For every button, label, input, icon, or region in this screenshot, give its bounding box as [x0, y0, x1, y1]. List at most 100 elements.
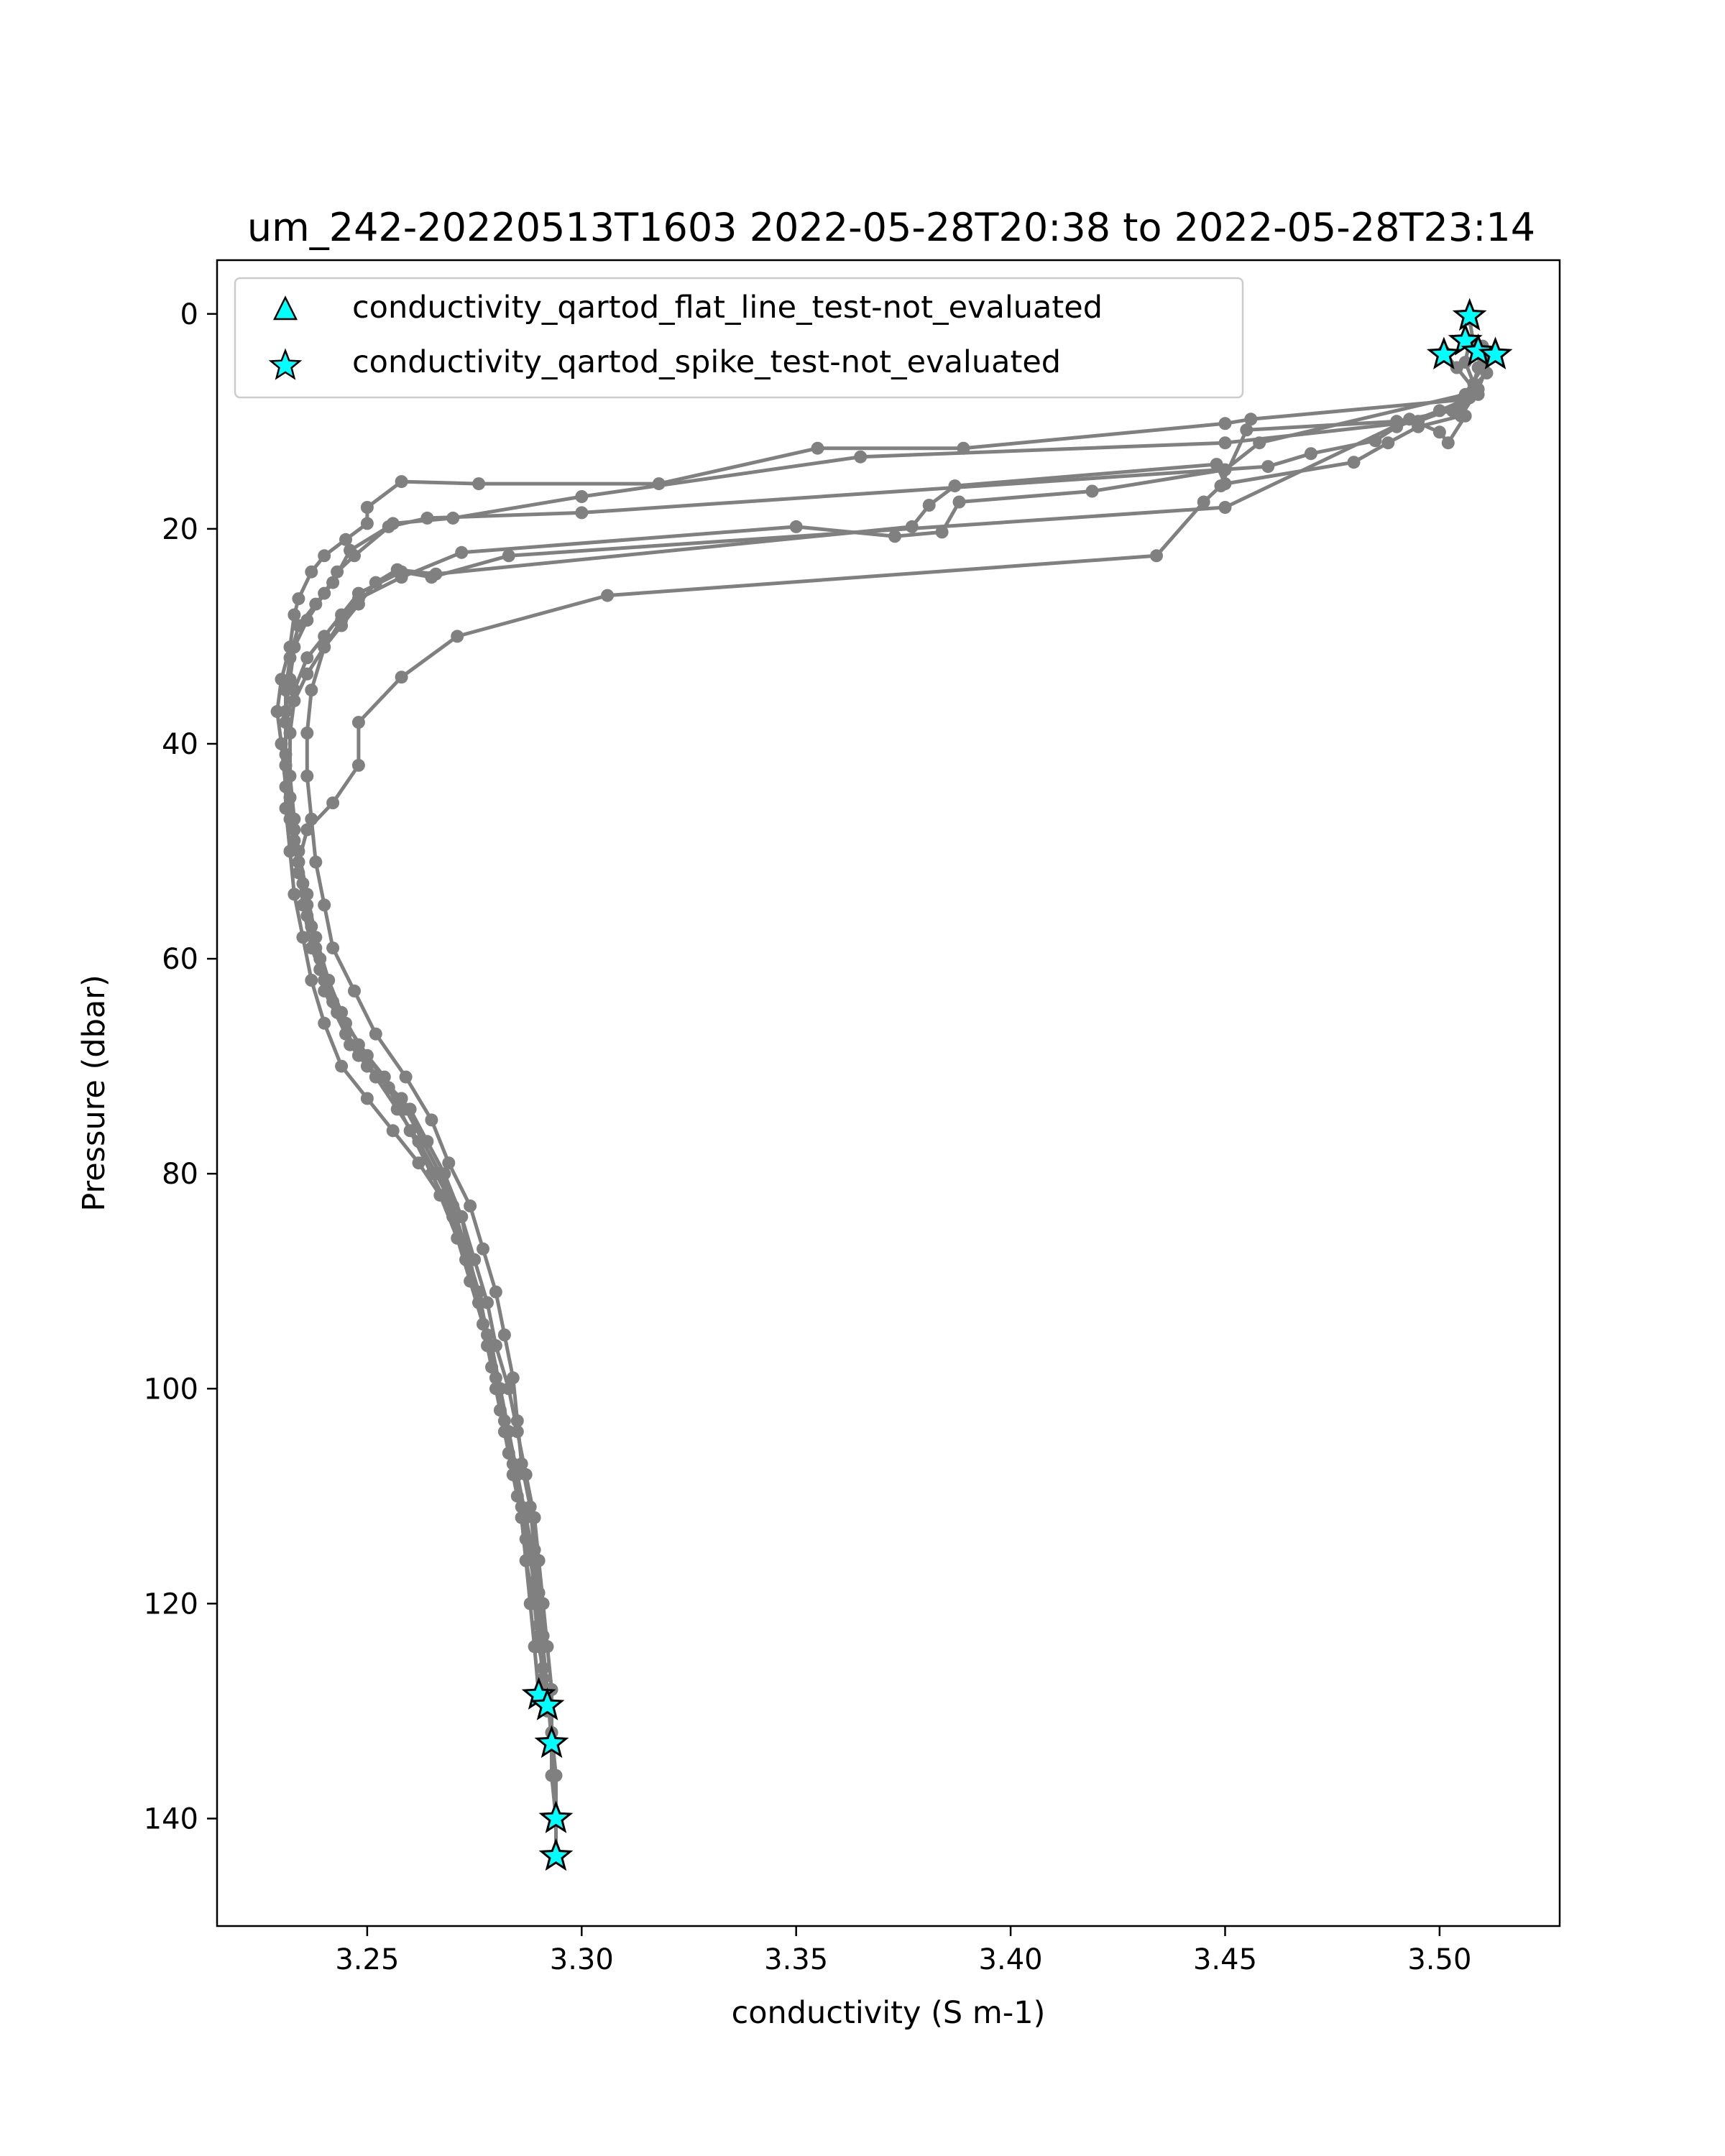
data-point [472, 1296, 486, 1309]
data-point [288, 640, 301, 654]
flagged-markers [521, 298, 1513, 1871]
data-point [395, 475, 408, 489]
data-point [948, 479, 962, 493]
data-point [425, 1113, 438, 1127]
data-point [283, 769, 297, 783]
data-point [1240, 423, 1254, 437]
data-point [510, 1489, 524, 1503]
data-point [403, 1124, 417, 1138]
data-point [395, 1092, 408, 1105]
data-point [528, 1575, 541, 1589]
data-point [390, 1102, 404, 1116]
data-point [493, 1404, 507, 1417]
data-point [292, 619, 305, 632]
data-point [888, 530, 901, 543]
data-point [382, 520, 395, 533]
y-tick-label: 40 [162, 728, 198, 761]
data-point [429, 1167, 443, 1181]
data-point [296, 898, 310, 912]
data-point [335, 608, 349, 622]
data-point [351, 597, 365, 611]
data-point [510, 1414, 524, 1428]
data-point [481, 1328, 494, 1342]
y-tick-label: 100 [144, 1373, 198, 1406]
data-point [305, 920, 318, 934]
x-tick-label: 3.50 [1407, 1943, 1471, 1976]
y-axis-label: Pressure (dbar) [76, 975, 112, 1211]
data-point [318, 898, 331, 912]
data-point [493, 1382, 507, 1396]
data-point [339, 1016, 352, 1030]
data-point [1304, 447, 1317, 461]
data-point [1467, 377, 1481, 390]
data-point [351, 758, 365, 772]
data-point [292, 855, 305, 869]
data-point [506, 1457, 520, 1470]
data-point [386, 1124, 400, 1138]
data-point [1471, 361, 1485, 374]
data-point [652, 477, 666, 491]
x-axis-label: conductivity (S m-1) [732, 1995, 1046, 2031]
data-point [318, 974, 331, 987]
data-point [575, 506, 589, 520]
data-point [1197, 495, 1210, 509]
data-point [360, 1092, 374, 1105]
data-point [1381, 436, 1395, 450]
data-point [459, 1242, 473, 1256]
data-point [1368, 434, 1382, 448]
data-point [1261, 460, 1275, 474]
data-point [545, 1769, 558, 1782]
data-point [532, 1618, 546, 1632]
data-point [318, 1016, 331, 1030]
data-point [313, 952, 327, 966]
data-point [1403, 413, 1417, 426]
data-point [1432, 404, 1446, 418]
data-point [425, 571, 438, 584]
data-point [532, 1629, 546, 1643]
data-point [601, 589, 615, 602]
x-axis-ticks: 3.25 3.30 3.35 3.40 3.45 3.50 [335, 1926, 1471, 1976]
data-point [305, 941, 318, 955]
data-point [477, 1317, 489, 1331]
data-point [497, 1328, 511, 1342]
data-point [360, 517, 374, 530]
data-point [1441, 436, 1455, 450]
x-tick-label: 3.25 [335, 1943, 399, 1976]
data-point [288, 608, 301, 622]
data-point [279, 705, 293, 719]
legend: conductivity_qartod_flat_line_test-not_e… [234, 277, 1244, 399]
data-point [369, 1070, 382, 1084]
data-point [275, 737, 288, 750]
spike-flag-star-marker [1426, 336, 1461, 369]
data-point [395, 671, 408, 684]
data-point [309, 597, 323, 611]
data-point [446, 1210, 460, 1223]
data-point [502, 549, 515, 563]
data-point [300, 888, 314, 901]
data-point [292, 866, 305, 880]
data-point [339, 533, 352, 546]
data-point [305, 974, 318, 987]
data-point [485, 1339, 498, 1353]
legend-triangle-marker [272, 295, 298, 321]
legend-label-spike: conductivity_qartod_spike_test-not_evalu… [352, 344, 1061, 380]
data-point [489, 1285, 502, 1299]
data-point [1214, 479, 1228, 493]
data-point [318, 984, 331, 998]
data-point [326, 941, 340, 955]
data-point [369, 1027, 382, 1041]
data-point [519, 1511, 533, 1524]
legend-label-flat-line: conductivity_qartod_flat_line_test-not_e… [352, 290, 1103, 326]
data-point [952, 495, 966, 509]
data-point [279, 801, 293, 815]
data-point [360, 1059, 374, 1073]
data-point [351, 586, 365, 600]
data-point [515, 1500, 528, 1514]
legend-star-marker [268, 348, 303, 380]
data-point [288, 888, 301, 901]
data-point [935, 525, 949, 539]
data-point [502, 1447, 515, 1460]
data-point [1463, 391, 1476, 405]
data-point [283, 673, 297, 686]
data-point [283, 844, 297, 858]
